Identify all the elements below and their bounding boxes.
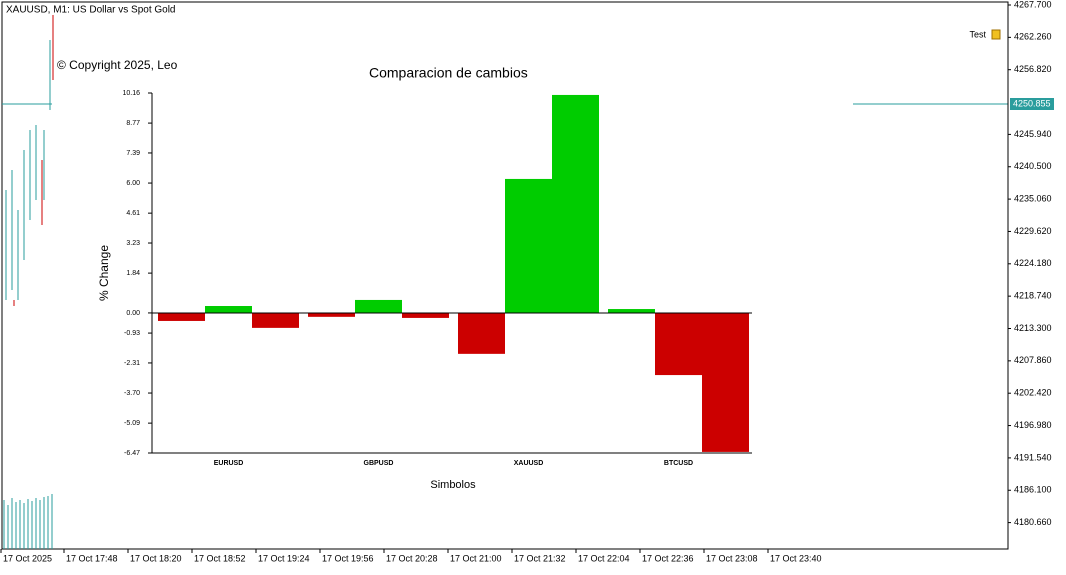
time-label: 17 Oct 22:36 bbox=[642, 553, 694, 563]
price-label: 4235.060 bbox=[1014, 193, 1052, 203]
price-label: 4229.620 bbox=[1014, 226, 1052, 236]
y-tick-label: 4.61 bbox=[126, 210, 140, 217]
volume-decoration bbox=[3, 494, 53, 549]
time-label: 17 Oct 19:56 bbox=[322, 553, 374, 563]
y-tick-label: 3.23 bbox=[126, 240, 140, 247]
time-label: 17 Oct 18:52 bbox=[194, 553, 246, 563]
chart-title: Comparacion de cambios bbox=[369, 65, 528, 81]
price-label: 4196.980 bbox=[1014, 420, 1052, 430]
bar bbox=[458, 312, 505, 354]
price-label: 4256.820 bbox=[1014, 64, 1052, 74]
bar bbox=[205, 306, 252, 313]
bar bbox=[655, 312, 702, 376]
price-label: 4224.180 bbox=[1014, 258, 1052, 268]
bar bbox=[552, 94, 599, 313]
price-label: 4202.420 bbox=[1014, 388, 1052, 398]
price-label: 4267.700 bbox=[1014, 0, 1052, 9]
bar bbox=[252, 312, 299, 328]
indicator-icon bbox=[991, 29, 1001, 40]
time-label: 17 Oct 23:08 bbox=[706, 553, 758, 563]
y-tick-label: 0.00 bbox=[126, 310, 140, 317]
time-label: 17 Oct 21:32 bbox=[514, 553, 566, 563]
y-tick-label: 6.00 bbox=[126, 180, 140, 187]
y-tick-label: -2.31 bbox=[124, 360, 140, 367]
x-tick-label: XAUUSD bbox=[514, 460, 544, 467]
bar bbox=[608, 309, 655, 313]
price-label: 4262.260 bbox=[1014, 32, 1052, 42]
copyright: © Copyright 2025, Leo bbox=[57, 58, 178, 72]
time-label: 17 Oct 19:24 bbox=[258, 553, 310, 563]
price-label: 4191.540 bbox=[1014, 452, 1052, 462]
candle-decoration bbox=[5, 15, 54, 306]
y-tick-label: -0.93 bbox=[124, 330, 140, 337]
time-label: 17 Oct 20:28 bbox=[386, 553, 438, 563]
x-axis-label: Simbolos bbox=[430, 479, 476, 491]
price-label: 4245.940 bbox=[1014, 129, 1052, 139]
bar bbox=[402, 312, 449, 318]
time-label: 17 Oct 22:04 bbox=[578, 553, 630, 563]
x-tick-label: EURUSD bbox=[214, 460, 244, 467]
bar bbox=[355, 299, 402, 313]
price-label: 4213.300 bbox=[1014, 323, 1052, 333]
bar bbox=[158, 312, 205, 321]
x-tick-label: BTCUSD bbox=[664, 460, 693, 467]
price-label: 4218.740 bbox=[1014, 291, 1052, 301]
time-label: 17 Oct 23:40 bbox=[770, 553, 822, 563]
y-tick-label: 7.39 bbox=[126, 150, 140, 157]
price-label: 4186.100 bbox=[1014, 485, 1052, 495]
current-price: 4250.855 bbox=[1013, 98, 1051, 108]
y-tick-label: 8.77 bbox=[126, 120, 140, 127]
y-axis-label: % Change bbox=[97, 245, 111, 301]
price-label: 4207.860 bbox=[1014, 355, 1052, 365]
price-label: 4180.660 bbox=[1014, 517, 1052, 527]
y-tick-label: -3.70 bbox=[124, 390, 140, 397]
bar bbox=[308, 312, 355, 317]
time-label: 17 Oct 18:20 bbox=[130, 553, 182, 563]
price-label: 4240.500 bbox=[1014, 161, 1052, 171]
y-tick-label: 10.16 bbox=[122, 90, 140, 97]
y-tick-label: 1.84 bbox=[126, 270, 140, 277]
indicator-label: Test bbox=[969, 29, 986, 39]
current-price-box bbox=[1010, 98, 1054, 110]
y-tick-label: -6.47 bbox=[124, 450, 140, 457]
time-label: 17 Oct 21:00 bbox=[450, 553, 502, 563]
symbol-title: XAUUSD, M1: US Dollar vs Spot Gold bbox=[6, 5, 176, 16]
y-tick-label: -5.09 bbox=[124, 420, 140, 427]
bar bbox=[702, 312, 749, 452]
bar bbox=[505, 178, 552, 313]
time-label: 17 Oct 2025 bbox=[3, 553, 52, 563]
time-label: 17 Oct 17:48 bbox=[66, 553, 118, 563]
x-tick-label: GBPUSD bbox=[364, 460, 394, 467]
